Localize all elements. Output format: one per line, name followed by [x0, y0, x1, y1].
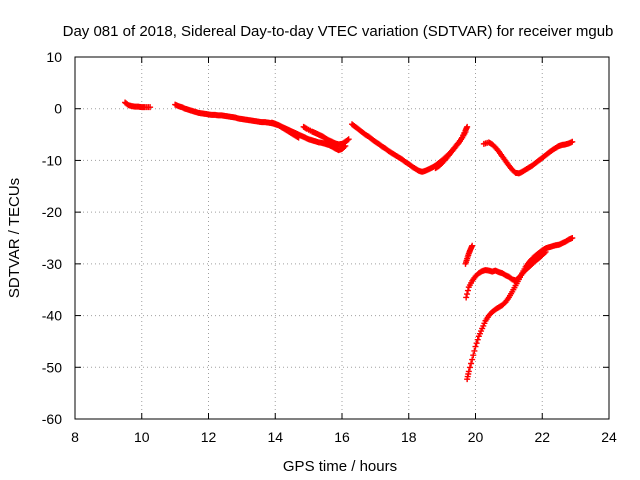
data-series-4: [300, 123, 352, 148]
y-tick-label: 10: [46, 49, 62, 65]
y-axis-label: SDTVAR / TECUs: [6, 178, 23, 298]
data-point-marker: [466, 364, 473, 371]
data-point-marker: [471, 347, 478, 354]
data-series-10: [464, 235, 576, 383]
x-tick-label: 16: [334, 429, 350, 445]
x-tick-label: 14: [267, 429, 283, 445]
x-tick-label: 24: [601, 429, 617, 445]
data-point-marker: [469, 242, 476, 249]
data-series-8: [462, 242, 476, 267]
data-point-marker: [468, 360, 475, 367]
x-tick-label: 18: [401, 429, 417, 445]
y-tick-label: -60: [42, 411, 62, 427]
y-tick-label: -30: [42, 256, 62, 272]
data-marks: [122, 99, 576, 383]
data-point-marker: [464, 287, 471, 294]
data-series-1: [122, 99, 154, 111]
y-tick-labels: 10 0 -10 -20 -30 -40 -50 -60: [42, 49, 62, 427]
data-point-marker: [464, 123, 471, 130]
plot-frame: [74, 56, 610, 420]
axis-ticks: [74, 56, 610, 420]
data-point-marker: [464, 291, 471, 298]
x-axis-label: GPS time / hours: [283, 458, 397, 475]
data-series-7: [480, 138, 576, 177]
x-tick-label: 22: [534, 429, 550, 445]
grid-lines: [75, 57, 609, 419]
data-point-marker: [344, 137, 351, 144]
y-tick-label: -10: [42, 152, 62, 168]
data-series-2: [172, 101, 349, 154]
data-point-marker: [569, 138, 576, 145]
y-tick-label: 0: [54, 101, 62, 117]
data-point-marker: [569, 235, 576, 241]
y-tick-label: -50: [42, 359, 62, 375]
data-point-marker: [473, 340, 480, 347]
data-point-marker: [147, 104, 154, 111]
x-tick-labels: 8 10 12 14 16 18 20 22 24: [71, 429, 617, 445]
data-point-marker: [472, 343, 479, 350]
chart-title: Day 081 of 2018, Sidereal Day-to-day VTE…: [63, 23, 614, 40]
x-tick-label: 20: [468, 429, 484, 445]
data-series-3: [268, 119, 302, 141]
data-series-6: [432, 123, 471, 172]
y-tick-label: -40: [42, 308, 62, 324]
y-tick-label: -20: [42, 204, 62, 220]
data-point-marker: [465, 368, 472, 375]
data-point-marker: [474, 336, 481, 343]
x-tick-label: 8: [71, 429, 79, 445]
data-point-marker: [463, 294, 470, 301]
data-point-marker: [470, 352, 477, 359]
x-tick-label: 12: [201, 429, 217, 445]
data-point-marker: [345, 136, 352, 143]
data-point-marker: [469, 356, 476, 363]
data-point-marker: [295, 134, 302, 141]
x-tick-label: 10: [134, 429, 150, 445]
